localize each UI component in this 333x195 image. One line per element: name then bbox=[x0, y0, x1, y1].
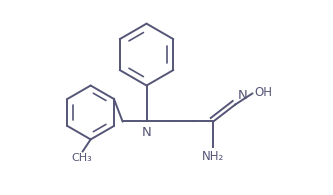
Text: N: N bbox=[237, 90, 247, 103]
Text: OH: OH bbox=[254, 86, 272, 99]
Text: CH₃: CH₃ bbox=[71, 153, 92, 163]
Text: N: N bbox=[142, 126, 152, 139]
Text: NH₂: NH₂ bbox=[202, 150, 224, 163]
